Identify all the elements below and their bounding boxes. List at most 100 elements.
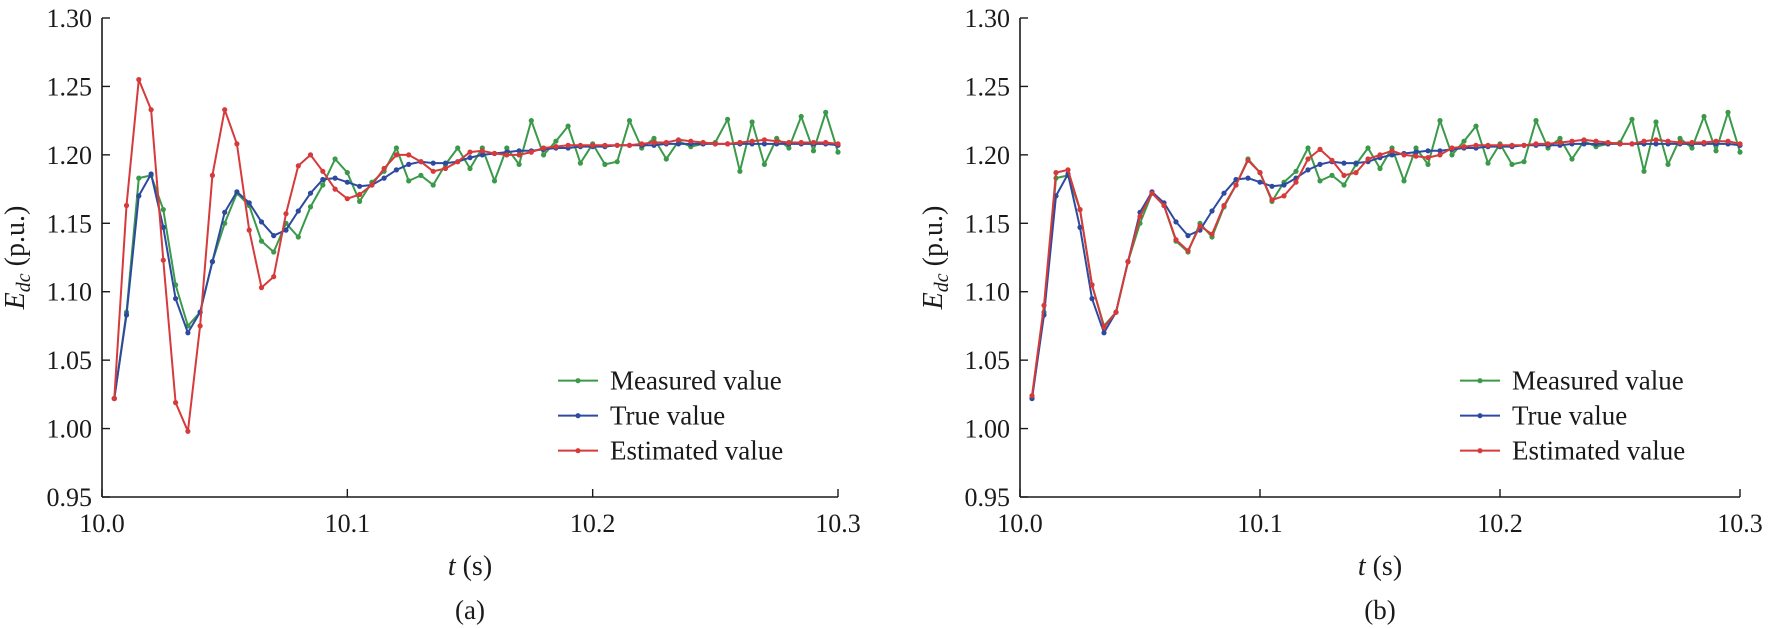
data-point — [1245, 157, 1251, 163]
data-point — [626, 118, 633, 124]
data-point — [1725, 109, 1731, 115]
data-point — [1113, 309, 1119, 315]
data-point — [1065, 167, 1071, 173]
data-point — [258, 219, 265, 225]
y-tick-label: 1.25 — [47, 72, 93, 101]
data-point — [1437, 118, 1443, 124]
data-point — [430, 168, 436, 174]
data-point — [1557, 135, 1563, 141]
data-point — [1341, 172, 1347, 178]
data-point — [442, 165, 449, 172]
legend-marker — [575, 378, 581, 384]
data-point — [1545, 141, 1551, 147]
data-point — [810, 148, 817, 154]
data-point — [1041, 302, 1047, 308]
data-point — [1089, 282, 1095, 288]
y-tick-label: 1.10 — [965, 278, 1011, 307]
legend-marker — [575, 413, 581, 419]
data-point — [1101, 324, 1107, 330]
data-point — [1293, 168, 1299, 174]
data-point — [1569, 138, 1575, 144]
data-point — [823, 109, 829, 115]
legend-label: Estimated value — [1512, 436, 1685, 466]
data-point — [1737, 149, 1743, 155]
data-point — [1569, 156, 1575, 162]
data-point — [1329, 172, 1335, 178]
y-tick-label: 1.05 — [965, 346, 1011, 375]
data-point — [528, 149, 534, 155]
data-point — [1137, 213, 1143, 219]
data-point — [1737, 141, 1743, 147]
data-point — [553, 138, 559, 144]
data-point — [835, 149, 841, 155]
x-tick-label: 10.3 — [1717, 509, 1763, 538]
y-tick-label: 1.15 — [47, 209, 93, 238]
x-tick-label: 10.1 — [325, 509, 371, 538]
data-point — [810, 139, 817, 146]
x-axis-title: t (s) — [448, 551, 492, 582]
data-point — [516, 152, 522, 158]
data-point — [332, 175, 338, 181]
data-point — [320, 168, 326, 174]
chart-panel-a: 0.95 1.00 1.05 1.10 1.15 1.20 1.25 1.30 10.0 10.1… — [0, 4, 861, 625]
data-point — [271, 233, 277, 239]
data-point — [418, 159, 424, 165]
data-point — [1377, 165, 1383, 172]
data-point — [1641, 168, 1647, 174]
data-point — [1269, 197, 1275, 203]
y-tick-label: 0.95 — [965, 483, 1011, 512]
data-point — [1281, 193, 1287, 199]
data-point — [442, 160, 449, 166]
legend-label: Measured value — [1512, 366, 1684, 396]
data-point — [1089, 296, 1095, 302]
data-point — [1341, 182, 1347, 188]
data-point — [1437, 148, 1443, 154]
data-point — [1497, 142, 1503, 148]
data-point — [467, 165, 473, 172]
data-point — [577, 142, 584, 148]
data-point — [1149, 190, 1155, 196]
data-point — [1413, 145, 1419, 151]
data-point — [1317, 178, 1323, 184]
data-point — [185, 428, 191, 434]
data-point — [1509, 161, 1515, 167]
data-point — [761, 141, 768, 147]
data-point — [491, 178, 498, 184]
data-point — [663, 139, 669, 146]
data-point — [1521, 159, 1527, 165]
data-point — [283, 227, 289, 233]
data-point — [1077, 207, 1083, 213]
data-point — [246, 200, 252, 206]
data-point — [835, 141, 841, 147]
legend-marker — [1477, 413, 1483, 419]
data-point — [504, 145, 510, 151]
data-point — [222, 209, 228, 215]
data-point — [406, 152, 412, 158]
data-point — [1425, 148, 1431, 154]
data-point — [455, 159, 461, 165]
legend-label: Estimated value — [610, 436, 783, 466]
legend-marker — [1477, 378, 1483, 384]
data-point — [1269, 183, 1275, 189]
data-point — [1413, 153, 1419, 159]
data-point — [1605, 139, 1611, 146]
data-point — [749, 119, 755, 125]
data-point — [1401, 178, 1407, 184]
data-point — [357, 198, 363, 204]
data-point — [528, 118, 534, 124]
data-point — [1209, 231, 1215, 237]
data-point — [1305, 145, 1311, 151]
data-point — [1053, 170, 1059, 176]
data-point — [1173, 219, 1179, 225]
data-point — [1509, 142, 1515, 148]
data-point — [234, 141, 240, 147]
data-point — [344, 170, 350, 176]
y-axis-title: Edc (p.u.) — [918, 206, 953, 311]
data-point — [1461, 144, 1467, 150]
data-point — [1245, 175, 1251, 181]
panel-label: (b) — [1364, 595, 1395, 625]
y-tick-label: 1.20 — [965, 141, 1011, 170]
data-point — [725, 141, 731, 147]
data-point — [639, 141, 645, 147]
data-point — [467, 149, 473, 155]
